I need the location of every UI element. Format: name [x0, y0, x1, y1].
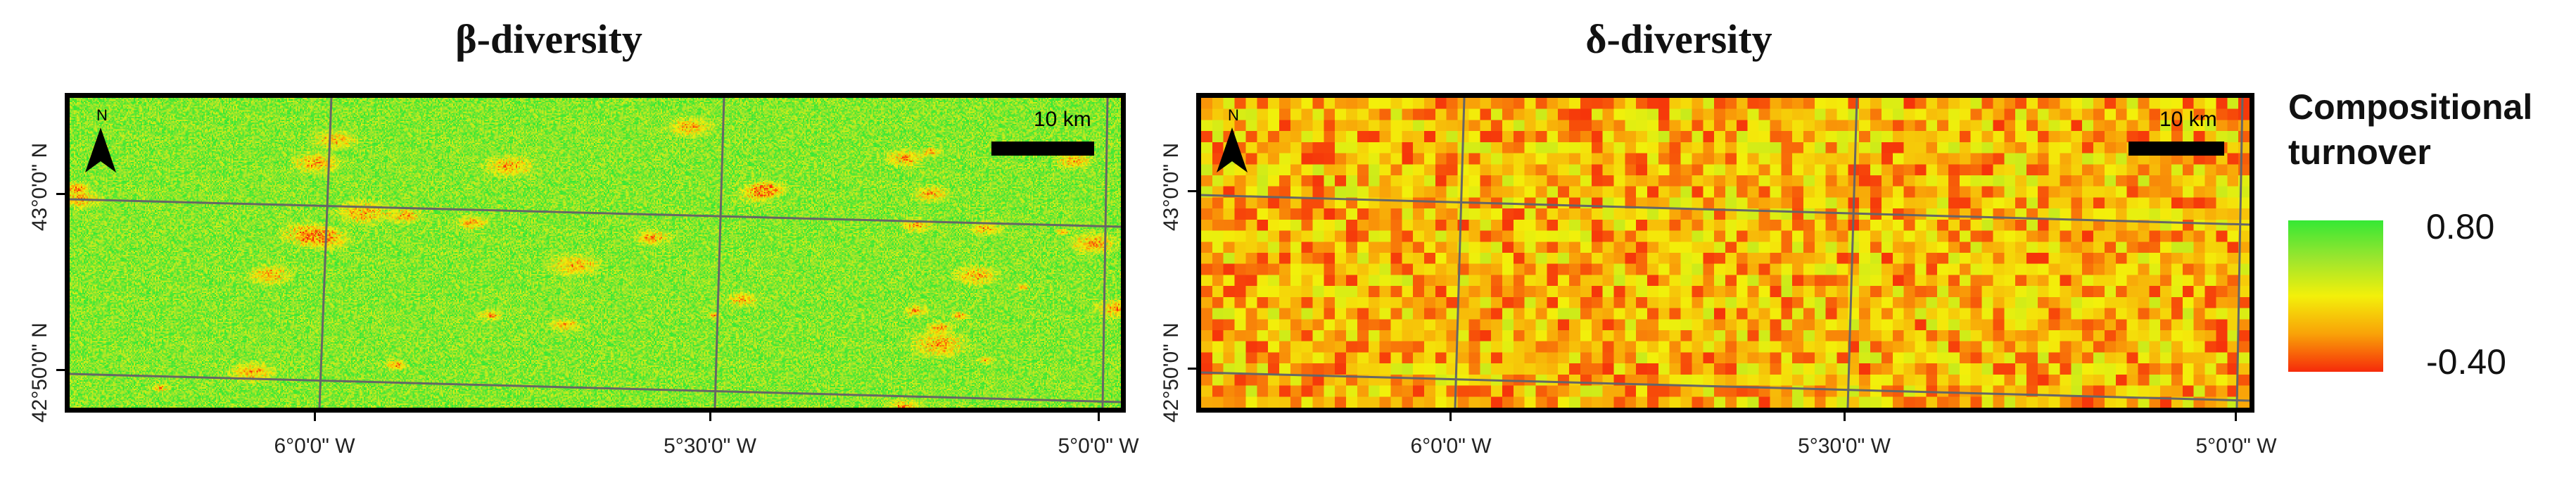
x-tick-mark	[2235, 413, 2237, 421]
north-label: N	[96, 106, 108, 124]
x-tick-mark	[1098, 413, 1100, 421]
legend-title-line1: Compositional	[2288, 87, 2533, 127]
north-arrow-icon	[85, 127, 116, 173]
x-tick-label: 5°30'0" W	[664, 434, 756, 458]
y-tick-mark	[56, 369, 65, 371]
delta-title: δ-diversity	[1585, 16, 1772, 62]
x-tick-mark	[314, 413, 316, 421]
legend-min-label: -0.40	[2426, 342, 2506, 382]
y-tick-label: 43°0'0" N	[1160, 142, 1183, 231]
legend-title-line2: turnover	[2288, 132, 2431, 172]
x-tick-mark	[1844, 413, 1846, 421]
y-tick-label: 42°50'0" N	[1160, 322, 1183, 422]
north-arrow-icon	[1217, 127, 1248, 173]
delta-diversity-map[interactable]: N 10 km	[1196, 93, 2254, 413]
legend-title: Compositional turnover	[2288, 84, 2532, 175]
x-tick-label: 5°30'0" W	[1798, 434, 1891, 458]
y-tick-mark	[56, 193, 65, 195]
x-tick-label: 6°0'0" W	[1410, 434, 1492, 458]
legend-color-ramp	[2288, 220, 2383, 372]
beta-diversity-map[interactable]: N 10 km	[65, 93, 1126, 413]
scale-label: 10 km	[1034, 108, 1091, 131]
x-tick-label: 5°0'0" W	[1058, 434, 1139, 458]
legend-max-label: 0.80	[2426, 207, 2495, 246]
x-tick-label: 5°0'0" W	[2195, 434, 2277, 458]
y-tick-mark	[1188, 190, 1196, 192]
x-tick-label: 6°0'0" W	[274, 434, 355, 458]
scale-bar	[991, 142, 1094, 156]
delta-raster	[1201, 98, 2250, 408]
x-tick-mark	[1449, 413, 1452, 421]
graticule	[1201, 98, 2250, 408]
scale-bar	[2128, 142, 2224, 156]
graticule	[70, 98, 1121, 408]
x-tick-mark	[709, 413, 711, 421]
beta-raster	[70, 98, 1121, 408]
y-tick-label: 42°50'0" N	[28, 322, 51, 422]
north-label: N	[1228, 106, 1239, 124]
scale-label: 10 km	[2159, 108, 2217, 131]
y-tick-mark	[1188, 368, 1196, 370]
beta-title: β-diversity	[455, 16, 642, 62]
y-tick-label: 43°0'0" N	[28, 142, 51, 231]
